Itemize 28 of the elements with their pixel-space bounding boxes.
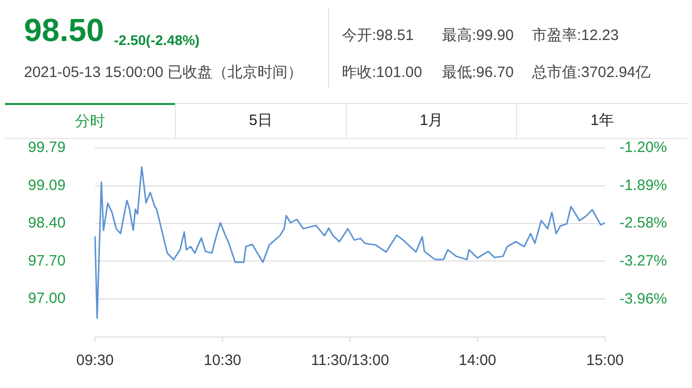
y-tick-label: 98.40 [28,214,66,232]
text: 2021-05-13 15:00:00 已收盘（北京时间） [24,63,302,82]
text: 市盈率:12.23 [532,26,619,45]
text: 最低:96.70 [442,63,514,82]
y2-tick-label: -2.58% [619,214,667,232]
chart-title: 98.50 [24,12,104,49]
y2-tick-label: -1.20% [619,139,667,156]
x-tick-label: 15:00 [586,352,624,370]
x-tick-label: 11:30/13:00 [310,352,390,370]
x-tick-label: 09:30 [76,352,114,370]
text: 分时 [5,103,175,138]
text: 5日 [174,104,346,138]
x-tick-label: 10:30 [204,352,242,370]
y2-tick-label: -3.96% [619,290,667,308]
text: 最高:99.90 [442,26,514,45]
text: 1年 [516,104,687,138]
y-tick-label: 97.00 [28,290,66,308]
text: 1月 [346,104,516,138]
y-tick-label: 99.79 [28,139,66,156]
chart-subtitle: -2.50(-2.48%) [114,32,200,48]
text: 总市值:3702.94亿 [532,63,650,82]
y2-tick-label: -3.27% [619,252,667,270]
x-tick-label: 14:00 [458,352,496,370]
text: 今开:98.51 [342,26,414,45]
text: 昨收:101.00 [342,63,422,82]
y-tick-label: 99.09 [28,177,66,194]
y-tick-label: 97.70 [28,252,66,270]
y2-tick-label: -1.89% [619,176,667,194]
